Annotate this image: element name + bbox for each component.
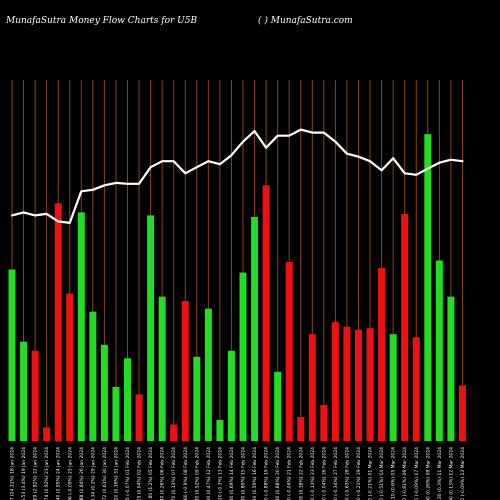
x-tick-label: 234.80 (0.69%) 14 Feb 2024 (229, 447, 235, 500)
x-tick-label: 229.95 (-0.07%) 01 Feb 2024 (125, 447, 131, 500)
x-tick-label: 236.20 (-0.88%) 19 Feb 2024 (264, 447, 270, 500)
money-flow-bar (401, 213, 409, 441)
x-tick-label: 233.90 (0.47%) 12 Feb 2024 (206, 447, 212, 500)
money-flow-bar (193, 356, 201, 441)
x-tick-label: 227.88 (1.84%) 26 Jan 2024 (79, 447, 85, 500)
x-tick-label: 228.34 (0.2%) 29 Jan 2024 (90, 447, 96, 500)
money-flow-bar (112, 386, 120, 441)
x-tick-label: 238.60 (0.38%) 22 Feb 2024 (298, 447, 304, 500)
money-flow-bar (412, 337, 420, 441)
money-flow-bar (20, 341, 28, 441)
x-tick-label: 233.20 (-0.3%) 13 Feb 2024 (217, 447, 223, 500)
money-flow-bar (389, 334, 397, 441)
price-line (10, 128, 464, 224)
x-tick-label: 234.60 (0.13%) 12 Mar 2024 (448, 447, 454, 500)
money-flow-bar (239, 272, 247, 441)
money-flow-bar (66, 293, 74, 441)
x-tick-label: 234.90 (-0.21%) 01 Mar 2024 (368, 447, 374, 500)
x-tick-label: 233.00 (-0.09%) 07 Mar 2024 (414, 447, 420, 500)
money-flow-bar (147, 215, 155, 441)
x-tick-label: 232.80 (1.2%) 05 Feb 2024 (148, 447, 154, 500)
x-tick-label: 231.60 (-0.9%) 08 Feb 2024 (183, 447, 189, 500)
money-flow-bar (31, 350, 39, 441)
site-watermark: ( ) MunafaSutra.com (258, 16, 353, 26)
money-flow-bar (308, 334, 316, 441)
money-flow-bar (216, 419, 224, 441)
money-flow-bar (43, 427, 51, 441)
money-flow-bar (297, 416, 305, 441)
money-flow-bar (331, 322, 339, 441)
money-flow-bar (251, 216, 259, 441)
chart-title: MunafaSutra Money Flow Charts for U5B (6, 16, 198, 26)
money-flow-bar (181, 301, 189, 441)
x-tick-label: 229.72 (0.61%) 30 Jan 2024 (102, 447, 108, 500)
money-flow-bar (378, 268, 386, 441)
money-flow-bar (8, 269, 16, 441)
money-flow-bar (424, 134, 432, 441)
money-flow-bar (355, 329, 362, 441)
money-flow-bar (77, 212, 85, 441)
x-tick-label: 233.70 (-0.51%) 04 Mar 2024 (379, 447, 385, 500)
x-tick-label: 225.74 (0.92%) 23 Jan 2024 (44, 447, 50, 500)
x-tick-label: 235.40 (-0.21%) 29 Feb 2024 (356, 447, 362, 500)
x-tick-label: 224.40 (2.95%) 24 Jan 2024 (56, 447, 62, 500)
money-flow-bar (343, 326, 351, 441)
x-tick-label: 236.90 (0.89%) 15 Feb 2024 (241, 447, 247, 500)
x-tick-label: 233.40 (0.26%) 06 Feb 2024 (160, 447, 166, 500)
money-flow-bar (320, 404, 328, 441)
x-tick-label: 232.80 (0.52%) 09 Feb 2024 (194, 447, 200, 500)
x-tick-label: 237.70 (-0.04%) 21 Feb 2024 (287, 447, 293, 500)
money-flow-bar (100, 344, 108, 441)
money-flow-bar (89, 311, 97, 441)
money-flow-bar (158, 296, 166, 441)
x-tick-label: 230.10 (0.16%) 31 Jan 2024 (113, 447, 119, 500)
x-tick-labels: 225.67 (24.11%) 18 Jan 2024 226.53 (3.4%)… (10, 447, 466, 500)
money-flow-bar (227, 350, 235, 441)
x-tick-label: 225.67 (24.11%) 18 Jan 2024 (10, 447, 16, 500)
money-flow-bar (285, 262, 293, 441)
x-tick-label: 225.09 (2.82%) 22 Jan 2024 (33, 447, 39, 500)
x-tick-label: 233.20 (-0.81%) 06 Mar 2024 (402, 447, 408, 500)
x-tick-label: 226.53 (3.4%) 19 Jan 2024 (21, 447, 27, 500)
money-flow-bar (366, 328, 374, 441)
x-tick-label: 224.06 (-0.09%) 25 Jan 2024 (67, 447, 73, 500)
money-flow-bar (435, 260, 443, 441)
x-tick-label: 234.40 (-0.09%) 13 Mar 2024 (460, 447, 466, 500)
x-tick-label: 238.20 (-0.04%) 26 Feb 2024 (321, 447, 327, 500)
money-flow-bar (124, 358, 131, 441)
x-tick-label: 238.30 (-0.13%) 23 Feb 2024 (310, 447, 316, 500)
money-flow-bar (458, 385, 466, 441)
x-tick-label: 235.10 (0.6%) 05 Mar 2024 (391, 447, 397, 500)
x-tick-label: 233.60 (0.26%) 08 Mar 2024 (425, 447, 431, 500)
money-flow-bar (54, 203, 62, 441)
x-tick-label: 233.70 (0.13%) 07 Feb 2024 (171, 447, 177, 500)
money-flow-bar (135, 394, 143, 441)
x-tick-label: 234.30 (0.3%) 11 Mar 2024 (437, 447, 443, 500)
money-flow-bar (447, 296, 455, 441)
money-flow-bars (8, 134, 466, 441)
x-tick-label: 237.80 (0.68%) 20 Feb 2024 (275, 447, 281, 500)
x-tick-label: 235.90 (-0.63%) 28 Feb 2024 (344, 447, 350, 500)
money-flow-bar (262, 185, 270, 441)
x-tick-label: 237.40 (-0.34%) 27 Feb 2024 (333, 447, 339, 500)
money-flow-bar (170, 424, 178, 441)
money-flow-bar (274, 371, 282, 441)
money-flow-bar (204, 308, 212, 441)
x-tick-label: 238.30 (0.59%) 16 Feb 2024 (252, 447, 258, 500)
x-tick-label: 230.05 (0.04%) 02 Feb 2024 (137, 447, 143, 500)
